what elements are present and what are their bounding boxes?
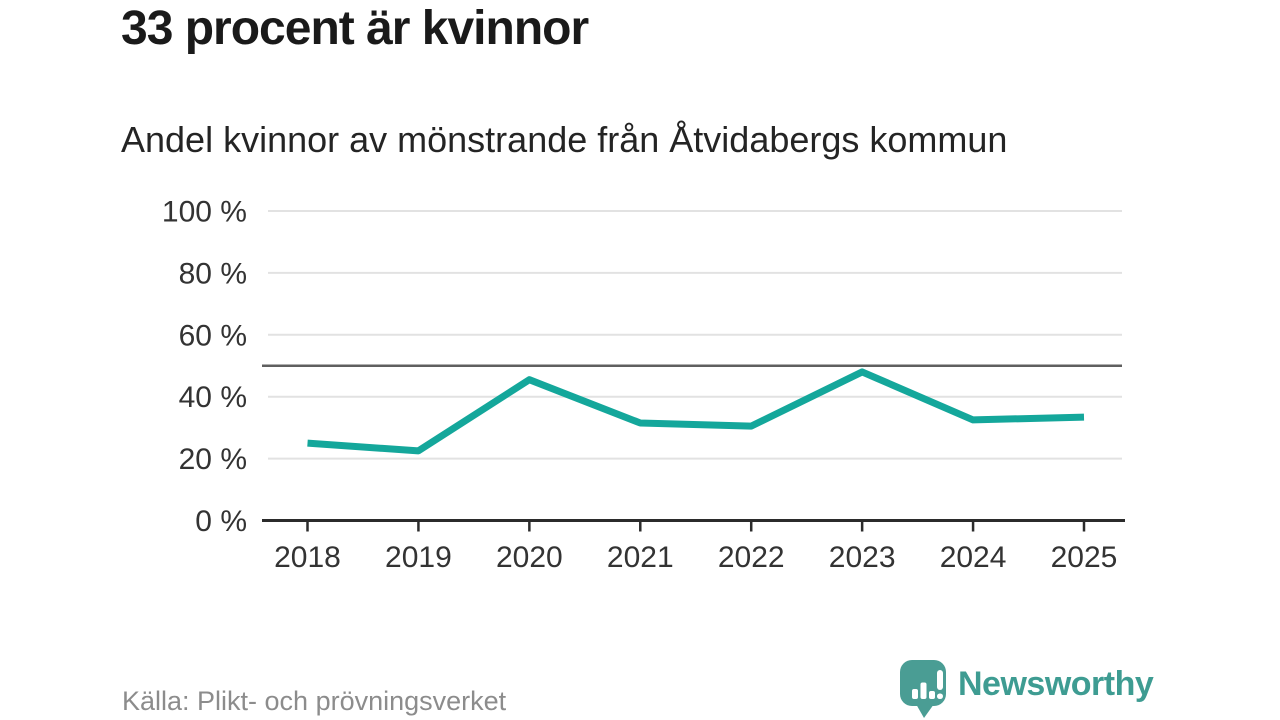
y-tick-label: 80 % [179,257,247,290]
y-tick-label: 40 % [179,381,247,414]
data-line [307,368,1085,455]
brand-name: Newsworthy [958,664,1154,703]
bar-chart-speech-bubble-icon [900,660,946,718]
logo-bar-2 [920,682,927,699]
y-tick-label: 100 % [162,196,247,229]
x-tick-label: 2022 [718,541,785,574]
source-note: Källa: Plikt- och prövningsverket [122,686,507,716]
y-tick-label: 60 % [179,319,247,352]
x-tick-label: 2018 [274,541,341,574]
x-tick-label: 2024 [940,541,1007,574]
logo-bar-3 [929,691,935,699]
chart-title: 33 procent är kvinnor [121,2,589,55]
x-tick-label: 2023 [829,541,896,574]
x-tick-label: 2020 [496,541,563,574]
x-tick-label: 2019 [385,541,452,574]
chart-subtitle: Andel kvinnor av mönstrande från Åtvidab… [121,119,1008,160]
x-tick-label: 2021 [607,541,674,574]
newsworthy-logo: Newsworthy [898,658,1154,720]
logo-exclamation-bar [937,670,943,690]
logo-exclamation-dot [937,693,943,699]
logo-bubble-tail [916,704,934,718]
y-tick-label: 0 % [195,505,247,538]
y-tick-label: 20 % [179,443,247,476]
logo-bar-1 [912,689,918,699]
x-tick-label: 2025 [1051,541,1118,574]
